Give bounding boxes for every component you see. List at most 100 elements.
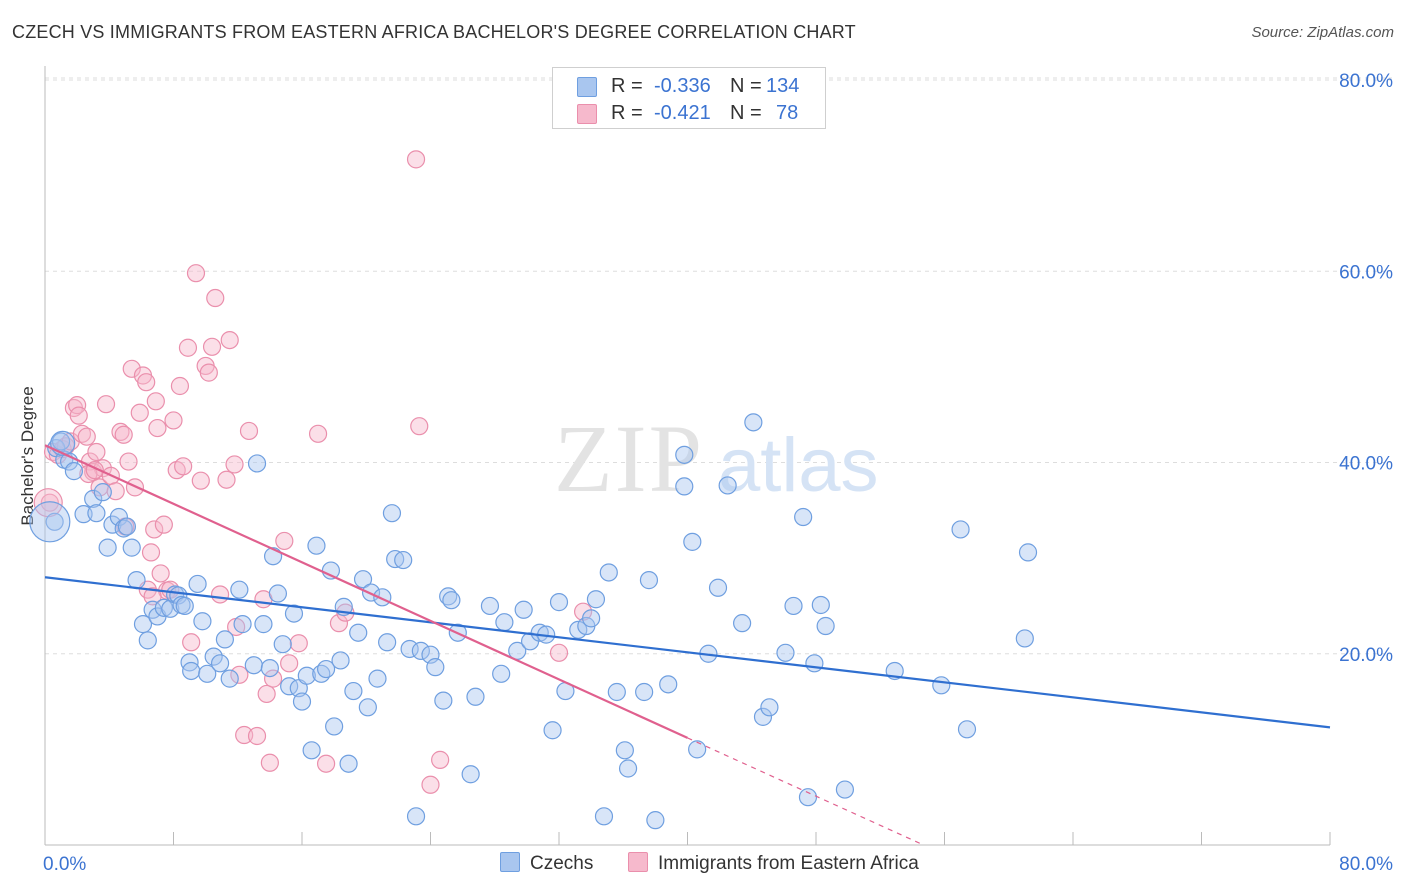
czechs-point: [394, 550, 413, 570]
immigrants-point: [87, 442, 106, 462]
czechs-point: [331, 651, 350, 670]
czechs-point: [358, 698, 377, 717]
czechs-point: [230, 580, 249, 599]
czechs-point: [260, 658, 279, 678]
czechs-point: [688, 740, 707, 759]
czechs-point: [182, 661, 201, 681]
czechs-point: [45, 512, 64, 531]
czechs-point: [175, 596, 194, 616]
immigrants-point: [72, 424, 92, 443]
czechs-point: [957, 720, 977, 739]
immigrants-point: [406, 150, 426, 169]
czechs-point: [122, 538, 141, 557]
watermark-atlas: atlas: [718, 423, 879, 508]
legend-item-immigrants: Immigrants from Eastern Africa: [628, 852, 919, 875]
immigrants-legend-label: Immigrants from Eastern Africa: [658, 853, 919, 874]
immigrants-point: [260, 753, 279, 772]
czechs-point: [169, 586, 188, 605]
czechs-point: [64, 462, 84, 481]
czechs-point: [753, 707, 773, 726]
grid-lines: [45, 77, 1392, 655]
czechs-point: [1018, 543, 1038, 562]
immigrants-point: [217, 470, 236, 489]
czechs-point: [210, 654, 230, 673]
czechs-point: [325, 717, 344, 736]
immigrants-point: [421, 775, 440, 794]
n-label: N =: [730, 75, 762, 97]
czechs-point: [284, 604, 304, 623]
y-tick-label: 80.0%: [1339, 71, 1393, 92]
series-immigrants-points: [33, 150, 593, 794]
correlation-legend: R = -0.336 N = 134 R = -0.421 N = 78: [552, 67, 826, 129]
czechs-point: [292, 692, 312, 711]
immigrants-point: [329, 614, 349, 633]
czechs-point: [98, 538, 117, 557]
czechs-point: [646, 811, 665, 830]
immigrants-point: [40, 493, 59, 512]
immigrants-point: [122, 359, 141, 378]
immigrants-point: [114, 425, 133, 444]
immigrants-point: [146, 392, 165, 411]
czechs-point: [798, 788, 818, 807]
watermark-zip: ZIP: [554, 405, 704, 512]
immigrants-legend-swatch: [628, 852, 648, 872]
czechs-point: [302, 741, 321, 760]
watermark: ZIP atlas: [554, 405, 879, 512]
legend-item-czechs: Czechs: [500, 852, 593, 875]
czechs-point: [353, 570, 373, 589]
immigrants-point: [247, 726, 267, 746]
czechs-point: [618, 759, 638, 778]
czechs-point: [683, 532, 702, 551]
immigrants-point: [308, 424, 328, 443]
czechs-point: [811, 595, 830, 615]
czechs-point: [805, 654, 824, 673]
czechs-point: [951, 520, 970, 539]
czechs-r-value: -0.336: [654, 75, 711, 97]
czechs-point: [492, 664, 511, 683]
immigrants-point: [182, 633, 201, 652]
czechs-point: [204, 647, 223, 666]
tick-labels: 20.0% 40.0% 60.0% 80.0% 0.0% 80.0%: [43, 71, 1393, 875]
czechs-point: [188, 574, 207, 594]
czechs-point: [615, 741, 634, 760]
czechs-point: [733, 614, 752, 633]
czechs-point: [138, 631, 157, 650]
r-label: R =: [611, 102, 643, 124]
czechs-point: [594, 807, 614, 826]
czechs-point: [442, 591, 461, 610]
czechs-point: [635, 682, 654, 702]
czechs-point: [932, 676, 951, 695]
immigrants-point: [206, 288, 225, 308]
czechs-point: [244, 656, 263, 675]
czechs-point: [760, 698, 779, 717]
immigrants-point: [235, 725, 254, 745]
immigrants-point: [111, 422, 130, 441]
immigrants-point: [106, 482, 125, 501]
source-label: Source: ZipAtlas.com: [1251, 24, 1394, 41]
immigrants-point: [316, 754, 336, 773]
immigrants-point: [148, 418, 167, 438]
czechs-point: [400, 639, 419, 659]
immigrants-point: [410, 417, 429, 436]
immigrants-point: [199, 363, 218, 382]
immigrants-point: [119, 452, 138, 471]
czechs-point: [268, 584, 288, 603]
czechs-point: [794, 507, 813, 527]
czechs-legend-label: Czechs: [530, 853, 594, 874]
y-tick-label: 20.0%: [1339, 645, 1393, 666]
r-label: R =: [611, 75, 643, 97]
czechs-point: [198, 664, 217, 683]
czechs-point: [74, 505, 93, 524]
czechs-point: [220, 669, 239, 688]
czechs-point: [480, 596, 500, 616]
immigrants-point: [263, 669, 283, 688]
czechs-point: [233, 615, 252, 634]
immigrants-point: [96, 395, 116, 414]
immigrants-r-value: -0.421: [654, 102, 711, 124]
immigrants-point: [239, 421, 259, 441]
immigrants-point: [77, 427, 96, 446]
immigrants-point: [137, 373, 156, 392]
legend-row-czechs: R = -0.336 N = 134: [553, 74, 825, 100]
czechs-point: [816, 616, 835, 636]
